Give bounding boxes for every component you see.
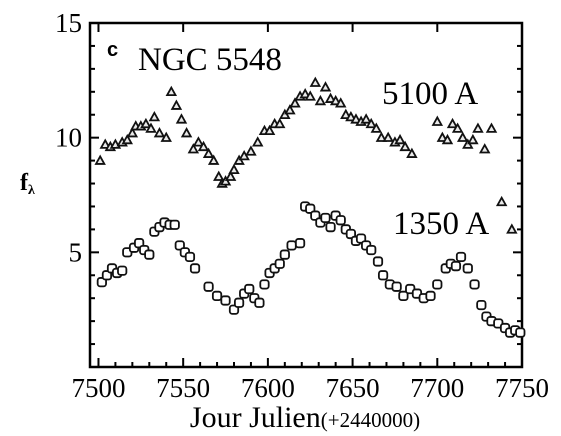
data-point-square — [392, 283, 400, 291]
data-point-triangle — [316, 97, 324, 105]
data-point-square — [255, 299, 263, 307]
data-point-triangle — [459, 133, 467, 141]
data-point-square — [426, 292, 434, 300]
panel-letter: c — [107, 39, 118, 61]
x-tick-label: 7550 — [156, 373, 210, 403]
data-point-triangle — [448, 120, 456, 128]
data-point-triangle — [487, 124, 495, 132]
data-point-square — [477, 301, 485, 309]
data-point-triangle — [177, 115, 185, 123]
data-point-triangle — [172, 101, 180, 109]
data-point-triangle — [247, 147, 255, 155]
data-point-triangle — [167, 88, 175, 96]
data-point-square — [276, 260, 284, 268]
data-point-square — [171, 221, 179, 229]
data-point-square — [326, 223, 334, 231]
data-point-triangle — [96, 156, 104, 164]
data-point-square — [145, 250, 153, 258]
y-axis-label-subscript: λ — [28, 183, 35, 198]
x-tick-label: 7750 — [495, 373, 549, 403]
data-point-triangle — [469, 136, 477, 144]
data-point-triangle — [497, 198, 505, 206]
data-point-square — [337, 216, 345, 224]
data-point-triangle — [155, 129, 163, 137]
x-tick-label: 7600 — [241, 373, 295, 403]
data-point-triangle — [311, 78, 319, 86]
data-point-square — [296, 239, 304, 247]
data-point-square — [452, 262, 460, 270]
data-point-triangle — [194, 138, 202, 146]
data-point-triangle — [508, 225, 516, 233]
data-point-square — [470, 280, 478, 288]
data-point-triangle — [182, 129, 190, 137]
x-axis-label: Jour Julien(+2440000) — [190, 401, 420, 434]
data-point-triangle — [150, 113, 158, 121]
data-point-triangle — [276, 120, 284, 128]
data-point-square — [379, 271, 387, 279]
x-axis-label-offset: (+2440000) — [321, 408, 420, 432]
x-tick-label: 7500 — [71, 373, 125, 403]
data-point-square — [186, 253, 194, 261]
data-point-square — [287, 241, 295, 249]
data-point-square — [245, 285, 253, 293]
y-tick-label: 5 — [69, 237, 83, 267]
y-tick-label: 15 — [55, 8, 82, 38]
data-point-square — [321, 214, 329, 222]
y-tick-labels: 5 10 15 — [55, 8, 82, 267]
y-axis-label: fλ — [20, 170, 35, 198]
data-point-triangle — [481, 145, 489, 153]
data-point-square — [516, 328, 524, 336]
data-point-triangle — [321, 83, 329, 91]
data-point-square — [191, 264, 199, 272]
data-point-triangle — [384, 133, 392, 141]
data-point-square — [235, 299, 243, 307]
data-point-square — [374, 257, 382, 265]
data-point-triangle — [362, 115, 370, 123]
data-point-triangle — [230, 166, 238, 174]
data-point-square — [204, 283, 212, 291]
data-point-square — [433, 280, 441, 288]
data-point-triangle — [142, 120, 150, 128]
x-tick-labels: 7500 7550 7600 7650 7700 7750 — [71, 373, 549, 403]
series-label-5100: 5100 A — [382, 76, 478, 112]
data-point-square — [464, 264, 472, 272]
data-point-square — [281, 250, 289, 258]
object-label: NGC 5548 — [138, 42, 282, 78]
data-point-square — [118, 266, 126, 274]
data-point-square — [260, 280, 268, 288]
data-point-triangle — [396, 136, 404, 144]
data-point-square — [213, 292, 221, 300]
x-tick-label: 7650 — [326, 373, 380, 403]
y-tick-label: 10 — [55, 123, 82, 153]
data-point-triangle — [254, 138, 262, 146]
data-point-triangle — [433, 117, 441, 125]
data-point-square — [457, 253, 465, 261]
data-point-triangle — [474, 124, 482, 132]
x-tick-label: 7700 — [410, 373, 464, 403]
data-point-square — [221, 296, 229, 304]
series-label-1350: 1350 A — [393, 206, 489, 242]
data-point-square — [367, 246, 375, 254]
